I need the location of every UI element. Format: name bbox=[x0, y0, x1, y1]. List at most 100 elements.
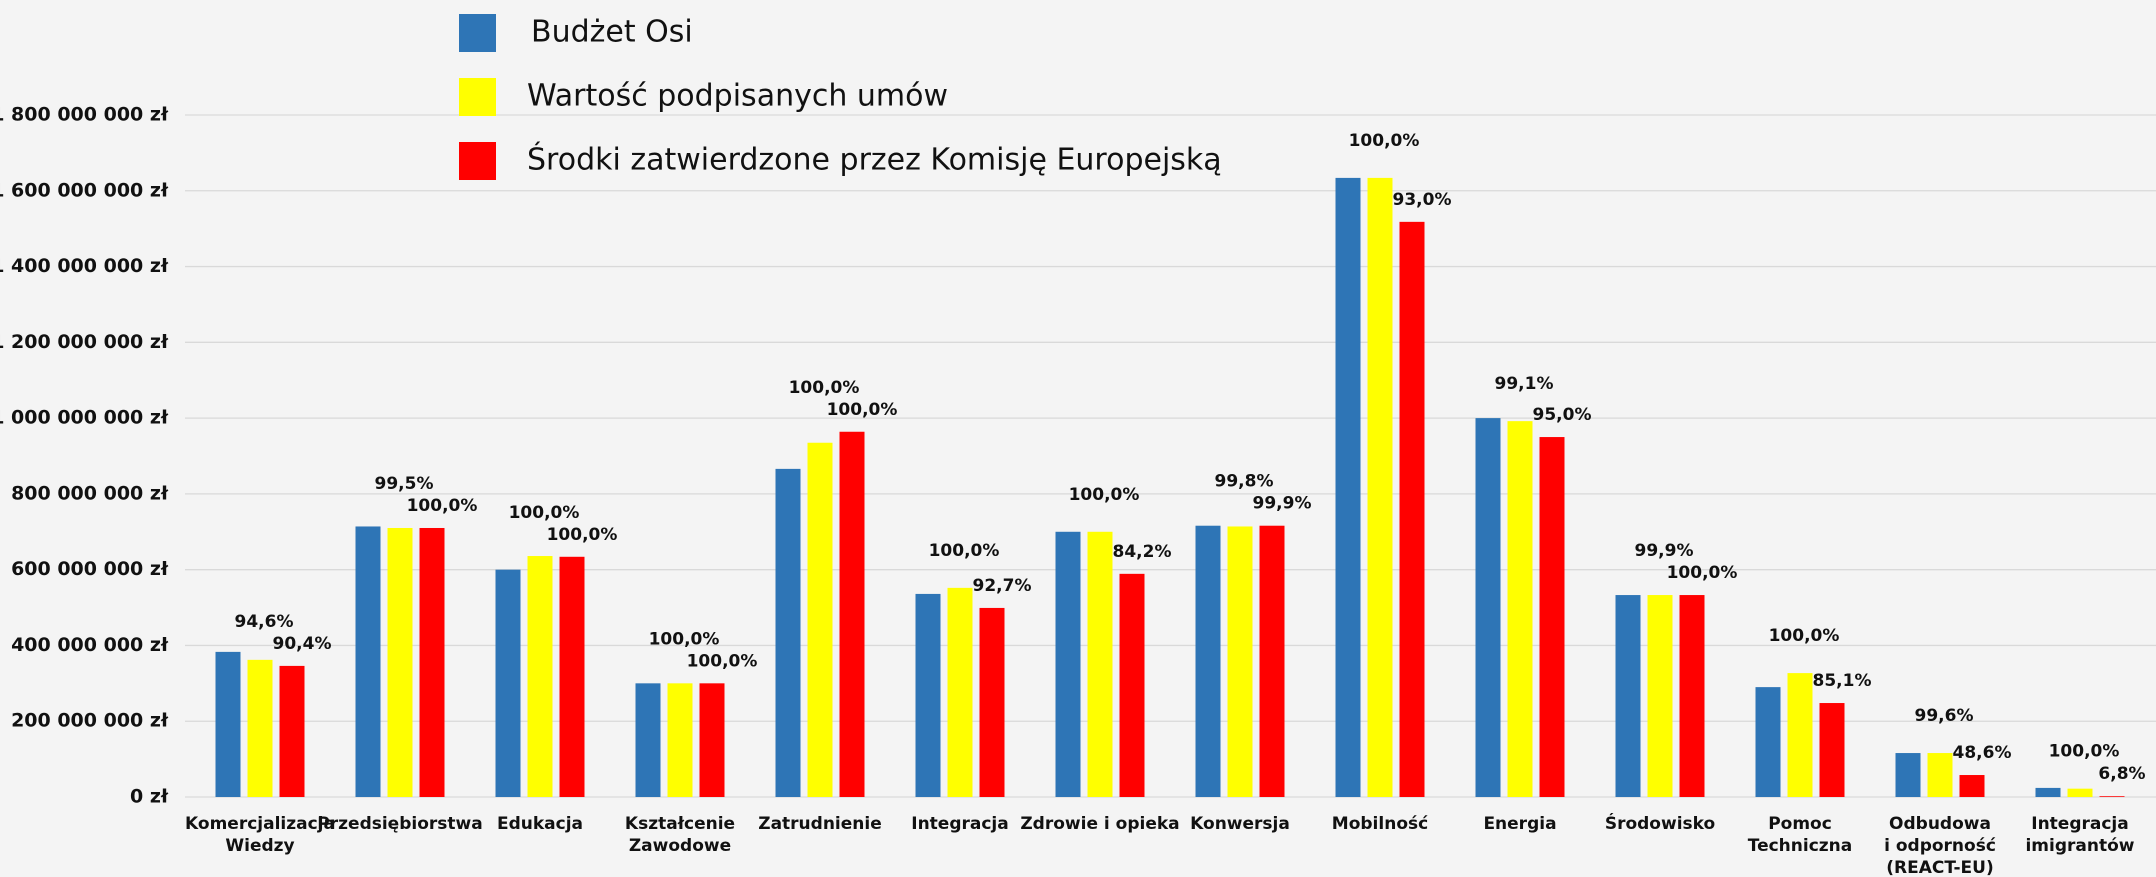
bar bbox=[1227, 526, 1253, 797]
bar bbox=[419, 527, 445, 797]
value-label: 100,0% bbox=[1069, 485, 1140, 505]
bar bbox=[1259, 525, 1285, 797]
y-tick-label: 200 000 000 zł bbox=[11, 710, 169, 732]
x-tick-label: Integracja imigrantów bbox=[2025, 814, 2134, 856]
bar bbox=[1755, 687, 1781, 797]
x-tick-label: Konwersja bbox=[1190, 814, 1290, 834]
x-tick-label: Energia bbox=[1483, 814, 1556, 834]
bar bbox=[635, 683, 661, 797]
bar bbox=[387, 527, 413, 797]
x-tick-label: Środowisko bbox=[1605, 812, 1715, 834]
x-tick-label: Zatrudnienie bbox=[758, 814, 882, 834]
value-label: 100,0% bbox=[649, 629, 720, 649]
value-label: 100,0% bbox=[1667, 563, 1738, 583]
value-label: 99,8% bbox=[1215, 472, 1274, 492]
bar bbox=[947, 587, 973, 797]
bar bbox=[1475, 418, 1501, 797]
bar bbox=[1087, 531, 1113, 797]
legend-swatch bbox=[459, 78, 496, 116]
y-tick-label: 1 800 000 000 zł bbox=[0, 104, 169, 126]
value-label: 100,0% bbox=[1349, 131, 1420, 151]
bar bbox=[1787, 673, 1813, 797]
bar bbox=[1895, 753, 1921, 797]
value-label: 95,0% bbox=[1533, 405, 1592, 425]
bar bbox=[2067, 788, 2093, 797]
value-label: 90,4% bbox=[273, 634, 332, 654]
bar bbox=[495, 569, 521, 797]
value-label: 6,8% bbox=[2098, 764, 2145, 784]
value-label: 92,7% bbox=[973, 576, 1032, 596]
x-tick-label: Kształcenie Zawodowe bbox=[625, 814, 735, 856]
bar bbox=[1615, 595, 1641, 797]
bar bbox=[1927, 753, 1953, 797]
legend-swatch bbox=[459, 142, 496, 180]
legend-label: Budżet Osi bbox=[531, 15, 693, 50]
value-label: 99,5% bbox=[375, 474, 434, 494]
bar bbox=[1539, 437, 1565, 797]
bar bbox=[775, 468, 801, 797]
bar bbox=[915, 593, 941, 797]
bar bbox=[279, 665, 305, 797]
value-label: 99,6% bbox=[1915, 706, 1974, 726]
x-tick-label: Przedsiębiorstwa bbox=[317, 814, 482, 834]
value-label: 100,0% bbox=[407, 496, 478, 516]
y-tick-label: 1 600 000 000 zł bbox=[0, 179, 169, 201]
bar bbox=[215, 651, 241, 797]
bar bbox=[667, 683, 693, 797]
legend-label: Środki zatwierdzone przez Komisję Europe… bbox=[527, 141, 1222, 178]
y-tick-label: 600 000 000 zł bbox=[11, 558, 169, 580]
value-label: 94,6% bbox=[235, 612, 294, 632]
bar bbox=[1959, 775, 1985, 797]
value-label: 100,0% bbox=[509, 503, 580, 523]
bar bbox=[2099, 796, 2125, 797]
value-label: 99,9% bbox=[1635, 541, 1694, 561]
value-label: 100,0% bbox=[547, 525, 618, 545]
bar bbox=[1335, 177, 1361, 797]
bar bbox=[1819, 703, 1845, 797]
x-tick-label: Mobilność bbox=[1332, 814, 1428, 834]
value-label: 100,0% bbox=[2049, 742, 2120, 762]
x-tick-label: Edukacja bbox=[497, 814, 583, 834]
y-tick-label: 0 zł bbox=[130, 786, 169, 808]
bar bbox=[527, 556, 553, 797]
bar bbox=[839, 431, 865, 797]
value-label: 100,0% bbox=[789, 378, 860, 398]
x-tick-label: Komercjalizacja Wiedzy bbox=[185, 814, 335, 856]
value-label: 84,2% bbox=[1113, 542, 1172, 562]
legend-label: Wartość podpisanych umów bbox=[527, 79, 948, 114]
bar bbox=[1367, 177, 1393, 797]
value-label: 100,0% bbox=[827, 400, 898, 420]
bar bbox=[1679, 595, 1705, 797]
bar bbox=[1647, 595, 1673, 797]
bar bbox=[807, 442, 833, 797]
y-tick-label: 400 000 000 zł bbox=[11, 634, 169, 656]
bar bbox=[1399, 221, 1425, 797]
y-tick-label: 1 000 000 000 zł bbox=[0, 407, 169, 429]
x-tick-label: Odbudowa i odporność (REACT-EU) bbox=[1884, 814, 1996, 877]
bar bbox=[699, 683, 725, 797]
x-tick-label: Zdrowie i opieka bbox=[1020, 814, 1179, 834]
bar bbox=[1507, 421, 1533, 797]
value-label: 100,0% bbox=[929, 541, 1000, 561]
value-label: 100,0% bbox=[687, 651, 758, 671]
bar bbox=[559, 556, 585, 797]
y-tick-label: 800 000 000 zł bbox=[11, 482, 169, 504]
value-label: 100,0% bbox=[1769, 626, 1840, 646]
legend-swatch bbox=[459, 14, 496, 52]
x-tick-label: Pomoc Techniczna bbox=[1748, 814, 1853, 856]
bar bbox=[2035, 787, 2061, 797]
bar bbox=[355, 526, 381, 797]
bar bbox=[1055, 531, 1081, 797]
value-label: 99,9% bbox=[1253, 494, 1312, 514]
bar bbox=[979, 607, 1005, 797]
value-label: 85,1% bbox=[1813, 671, 1872, 691]
x-tick-label: Integracja bbox=[911, 814, 1008, 834]
y-tick-label: 1 200 000 000 zł bbox=[0, 331, 169, 353]
value-label: 99,1% bbox=[1495, 374, 1554, 394]
y-tick-label: 1 400 000 000 zł bbox=[0, 255, 169, 277]
value-label: 93,0% bbox=[1393, 190, 1452, 210]
value-label: 48,6% bbox=[1953, 743, 2012, 763]
bar bbox=[1119, 573, 1145, 797]
bar bbox=[247, 659, 273, 797]
